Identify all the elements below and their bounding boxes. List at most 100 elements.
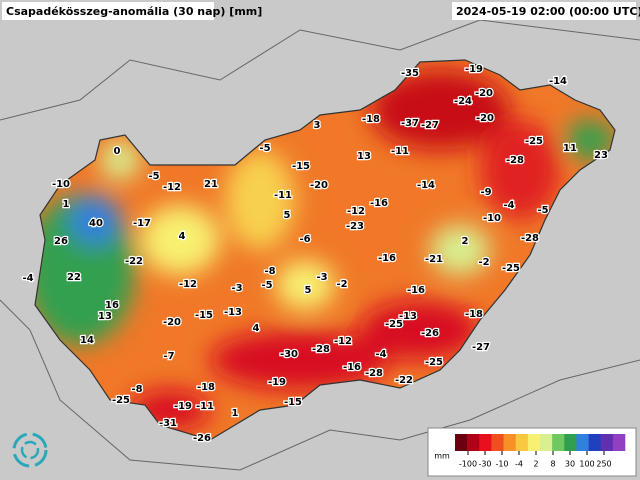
station-value: -8 xyxy=(131,384,142,395)
station-value: -24 xyxy=(454,96,472,107)
legend-swatch xyxy=(467,434,480,451)
station-value: -20 xyxy=(475,88,493,99)
station-value: -28 xyxy=(312,344,330,355)
legend-tick-label: -10 xyxy=(495,460,508,469)
station-value: 16 xyxy=(105,300,119,311)
station-value: -19 xyxy=(465,64,483,75)
station-value: -28 xyxy=(521,233,539,244)
station-value: -11 xyxy=(391,146,409,157)
legend-unit: mm xyxy=(434,452,450,461)
legend-tick-label: 2 xyxy=(533,460,538,469)
station-value: 21 xyxy=(204,179,218,190)
station-value: -26 xyxy=(421,328,439,339)
station-value: -5 xyxy=(148,171,159,182)
station-value: -16 xyxy=(407,285,425,296)
station-value: -31 xyxy=(159,418,177,429)
timestamp: 2024-05-19 02:00 (00:00 UTC) xyxy=(456,5,640,18)
border xyxy=(0,299,640,471)
station-value: -18 xyxy=(197,382,215,393)
station-value: -25 xyxy=(525,136,543,147)
station-value: -26 xyxy=(193,433,211,444)
station-value: -11 xyxy=(196,401,214,412)
station-value: 13 xyxy=(98,311,112,322)
station-value: -12 xyxy=(163,182,181,193)
time-box xyxy=(452,2,636,20)
legend-tick-label: -4 xyxy=(515,460,523,469)
station-value: -8 xyxy=(264,266,275,277)
title-box xyxy=(2,2,214,20)
station-value: -9 xyxy=(480,187,491,198)
station-value: -11 xyxy=(274,190,292,201)
station-value: -20 xyxy=(476,113,494,124)
legend-swatch xyxy=(612,434,626,451)
station-value: 0 xyxy=(114,146,121,157)
country-border xyxy=(34,59,616,441)
station-value: -15 xyxy=(292,161,310,172)
legend-tick-label: -100 xyxy=(459,460,477,469)
station-value: -4 xyxy=(375,349,386,360)
station-value: -10 xyxy=(52,179,70,190)
station-value: -10 xyxy=(483,213,501,224)
station-value: -19 xyxy=(268,377,286,388)
station-value: 4 xyxy=(253,323,260,334)
station-value: -5 xyxy=(537,205,548,216)
station-value: 5 xyxy=(305,285,312,296)
station-value: -30 xyxy=(280,349,298,360)
station-value: 22 xyxy=(67,272,81,283)
station-value: 26 xyxy=(54,236,68,247)
station-value: -14 xyxy=(417,180,435,191)
logo xyxy=(12,432,48,468)
legend-tick-label: 250 xyxy=(596,460,611,469)
legend-tick-label: 100 xyxy=(579,460,594,469)
station-value: -27 xyxy=(472,342,490,353)
station-value: -16 xyxy=(378,253,396,264)
station-value: 40 xyxy=(89,218,103,229)
legend-swatch xyxy=(455,434,468,451)
station-value: -28 xyxy=(365,368,383,379)
legend-swatch xyxy=(540,434,553,451)
station-value: -3 xyxy=(316,272,327,283)
station-value: -22 xyxy=(395,375,413,386)
legend-swatch xyxy=(515,434,529,451)
station-value: 14 xyxy=(80,335,94,346)
station-value: 1 xyxy=(63,199,70,210)
legend-swatch xyxy=(527,434,541,451)
station-value: -12 xyxy=(334,336,352,347)
legend-swatch xyxy=(479,434,492,451)
station-value: 11 xyxy=(563,143,577,154)
station-value: -14 xyxy=(549,76,567,87)
station-value: 23 xyxy=(594,150,608,161)
station-value: -4 xyxy=(503,200,514,211)
station-value: -2 xyxy=(336,279,347,290)
station-value: 5 xyxy=(284,210,291,221)
station-value: 3 xyxy=(314,120,321,131)
station-value: -13 xyxy=(224,307,242,318)
legend-swatch xyxy=(552,434,565,451)
station-value: -2 xyxy=(478,257,489,268)
legend: -100 -30 -10 -4 2 8 30 100 250 xyxy=(455,434,626,469)
station-value: -25 xyxy=(112,395,130,406)
station-value: -28 xyxy=(506,155,524,166)
station-value: -25 xyxy=(425,357,443,368)
station-value: -5 xyxy=(259,143,270,154)
station-value: 13 xyxy=(357,151,371,162)
station-value: -18 xyxy=(465,309,483,320)
legend-tick-label: 8 xyxy=(550,460,555,469)
legend-swatch xyxy=(600,434,614,451)
station-value: -16 xyxy=(370,198,388,209)
station-value: -4 xyxy=(22,273,33,284)
station-value: -19 xyxy=(174,401,192,412)
legend-swatch xyxy=(503,434,517,451)
station-value: -25 xyxy=(385,319,403,330)
station-value: 1 xyxy=(232,408,239,419)
legend-swatch xyxy=(491,434,504,451)
station-value: -27 xyxy=(421,120,439,131)
station-value: -15 xyxy=(284,397,302,408)
station-value: -15 xyxy=(195,310,213,321)
legend-swatch xyxy=(576,434,589,451)
station-value: -18 xyxy=(362,114,380,125)
station-value: -17 xyxy=(133,218,151,229)
station-value: -12 xyxy=(347,206,365,217)
legend-tick-label: -30 xyxy=(478,460,491,469)
